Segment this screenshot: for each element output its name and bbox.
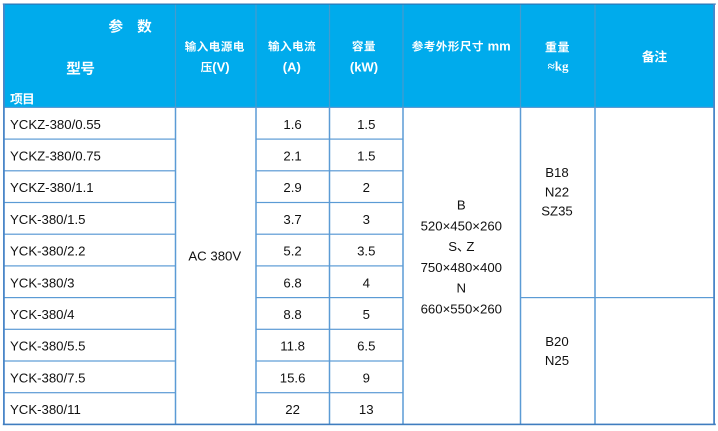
svg-text:B18: B18 (545, 165, 568, 180)
svg-text:B: B (457, 198, 466, 213)
svg-text:YCK-380/11: YCK-380/11 (10, 402, 81, 417)
svg-text:2.1: 2.1 (283, 148, 301, 163)
svg-text:YCK-380/1.5: YCK-380/1.5 (10, 212, 86, 227)
svg-text:SZ35: SZ35 (541, 204, 573, 219)
svg-text:13: 13 (359, 402, 374, 417)
svg-text:8.8: 8.8 (283, 307, 301, 322)
svg-text:6.8: 6.8 (283, 275, 301, 290)
svg-text:5: 5 (363, 307, 370, 322)
svg-text:N25: N25 (545, 353, 569, 368)
svg-text:11.8: 11.8 (280, 339, 305, 354)
svg-text:Z: Z (466, 239, 474, 254)
svg-text:1.6: 1.6 (283, 117, 301, 132)
svg-text:YCK-380/3: YCK-380/3 (10, 275, 75, 290)
svg-text:YCK-380/5.5: YCK-380/5.5 (10, 339, 86, 354)
svg-text:YCK-380/2.2: YCK-380/2.2 (10, 244, 86, 259)
svg-text:22: 22 (285, 402, 300, 417)
svg-text:≈kg: ≈kg (548, 59, 569, 74)
svg-text:(A): (A) (283, 59, 301, 74)
svg-text:9: 9 (363, 370, 370, 385)
svg-text:5.2: 5.2 (283, 244, 301, 259)
svg-text:B20: B20 (545, 334, 568, 349)
svg-text:N: N (457, 281, 467, 296)
svg-text:1.5: 1.5 (357, 148, 375, 163)
svg-text:2.9: 2.9 (283, 180, 301, 195)
svg-text:15.6: 15.6 (280, 370, 306, 385)
svg-text:YCKZ-380/0.75: YCKZ-380/0.75 (10, 148, 101, 163)
svg-text:YCKZ-380/0.55: YCKZ-380/0.55 (10, 117, 101, 132)
svg-text:6.5: 6.5 (357, 339, 375, 354)
svg-text:mm: mm (488, 39, 511, 54)
svg-text:N22: N22 (545, 184, 569, 199)
svg-text:YCKZ-380/1.1: YCKZ-380/1.1 (10, 180, 94, 195)
svg-text:3: 3 (363, 212, 370, 227)
svg-text:2: 2 (363, 180, 370, 195)
svg-text:YCK-380/4: YCK-380/4 (10, 307, 75, 322)
svg-text:4: 4 (363, 275, 370, 290)
svg-text:520×450×260: 520×450×260 (421, 218, 502, 233)
svg-text:(V): (V) (212, 59, 229, 74)
svg-text:750×480×400: 750×480×400 (421, 260, 502, 275)
svg-text:3.7: 3.7 (283, 212, 301, 227)
svg-text:(kW): (kW) (350, 59, 378, 74)
svg-text:3.5: 3.5 (357, 244, 375, 259)
svg-text:660×550×260: 660×550×260 (421, 302, 502, 317)
svg-text:AC 380V: AC 380V (188, 249, 241, 264)
svg-text:YCK-380/7.5: YCK-380/7.5 (10, 370, 86, 385)
svg-text:1.5: 1.5 (357, 117, 375, 132)
svg-text:S: S (448, 239, 457, 254)
